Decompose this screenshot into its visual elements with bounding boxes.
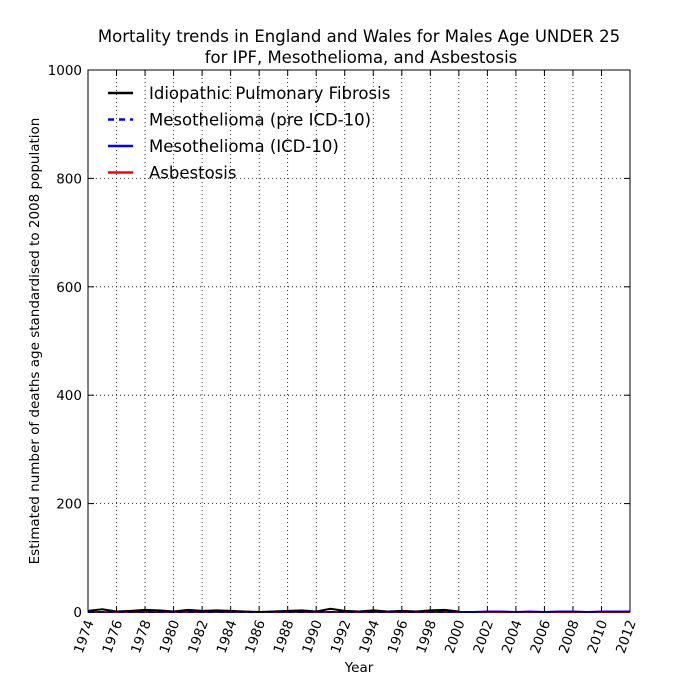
x-tick-label: 1996 bbox=[385, 618, 412, 656]
x-tick-label: 1988 bbox=[271, 618, 298, 656]
x-tick-label: 2006 bbox=[527, 618, 554, 656]
x-tick-label: 1980 bbox=[157, 618, 184, 656]
legend-label: Mesothelioma (ICD-10) bbox=[149, 137, 339, 156]
x-tick-label: 1984 bbox=[214, 618, 241, 656]
y-axis-label: Estimated number of deaths age standardi… bbox=[27, 118, 43, 565]
legend-label: Asbestosis bbox=[149, 164, 236, 183]
x-axis-label: Year bbox=[344, 660, 374, 676]
legend-label: Mesothelioma (pre ICD-10) bbox=[149, 111, 371, 130]
y-tick-label: 600 bbox=[56, 280, 82, 296]
x-tick-label: 2000 bbox=[442, 618, 469, 656]
x-tick-label: 2002 bbox=[470, 618, 497, 656]
chart-subtitle: for IPF, Mesothelioma, and Asbestosis bbox=[205, 48, 518, 67]
y-tick-label: 0 bbox=[73, 605, 82, 621]
legend: Idiopathic Pulmonary Fibrosis Mesotheliom… bbox=[108, 84, 390, 183]
series-line-0 bbox=[87, 607, 459, 614]
x-tick-label: 2010 bbox=[584, 618, 611, 656]
x-tick-label: 2012 bbox=[613, 618, 640, 656]
y-tick-label: 1000 bbox=[48, 63, 82, 79]
x-tick-label: 1976 bbox=[99, 618, 126, 656]
x-tick-label: 1992 bbox=[328, 618, 355, 656]
y-tick-label: 800 bbox=[56, 171, 82, 187]
x-tick-label: 1974 bbox=[71, 618, 98, 656]
y-tick-label: 200 bbox=[56, 497, 82, 513]
x-tick-label: 2008 bbox=[556, 618, 583, 656]
x-tick-label: 1998 bbox=[413, 618, 440, 656]
legend-label: Idiopathic Pulmonary Fibrosis bbox=[149, 84, 390, 103]
y-tick-label: 400 bbox=[56, 388, 82, 404]
x-tick-label: 2004 bbox=[499, 618, 526, 656]
x-tick-label: 1978 bbox=[128, 618, 155, 656]
x-tick-label: 1994 bbox=[356, 618, 383, 656]
chart-title: Mortality trends in England and Wales fo… bbox=[98, 27, 620, 46]
x-tick-label: 1990 bbox=[299, 618, 326, 656]
plot-frame bbox=[87, 69, 631, 613]
x-tick-label: 1982 bbox=[185, 618, 212, 656]
x-tick-label: 1986 bbox=[242, 618, 269, 656]
ticks-layer: 1974 1976 1978 1980 1982 1984 1986 1988 1990 1992… bbox=[48, 63, 640, 656]
